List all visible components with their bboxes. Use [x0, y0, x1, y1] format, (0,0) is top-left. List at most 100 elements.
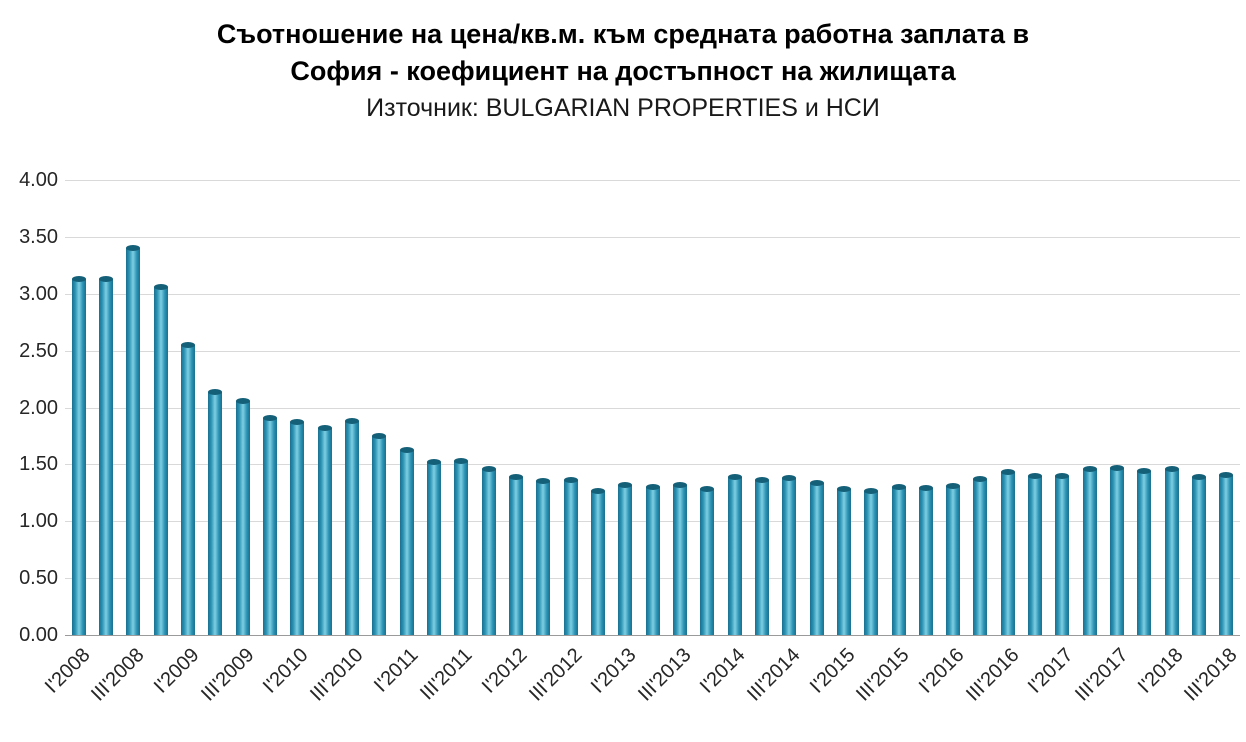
bar-slot	[120, 180, 147, 635]
y-axis-label: 0.50	[19, 567, 58, 590]
bar-slot	[92, 180, 119, 635]
bar	[1192, 473, 1207, 635]
gridline	[65, 350, 1240, 352]
chart-title-line1: Съотношение на цена/кв.м. към средната р…	[216, 19, 1030, 49]
bar-slot	[229, 180, 256, 635]
bar-slot	[1103, 180, 1130, 635]
bar-slot	[748, 180, 775, 635]
bar	[290, 419, 305, 635]
bar	[372, 432, 387, 635]
bar	[262, 414, 277, 635]
bar	[153, 283, 168, 635]
bar-slot	[530, 180, 557, 635]
bar-slot	[256, 180, 283, 635]
bar-slot	[776, 180, 803, 635]
bar	[481, 465, 496, 635]
bar	[344, 418, 359, 635]
bar-slot	[721, 180, 748, 635]
bar-slot	[502, 180, 529, 635]
bar	[454, 457, 469, 635]
bar	[563, 477, 578, 635]
bar	[1028, 472, 1043, 635]
bar-slot	[885, 180, 912, 635]
bar-slot	[584, 180, 611, 635]
bar-slot	[557, 180, 584, 635]
y-axis: 0.00 0.50 1.00 1.50 2.00 2.50 3.00 3.50 4.00	[0, 169, 58, 646]
bar-slot	[1158, 180, 1185, 635]
bar-slot	[1049, 180, 1076, 635]
bar-slot	[694, 180, 721, 635]
chart-subtitle: Източник: BULGARIAN PROPERTIES и НСИ	[366, 94, 880, 122]
gridline	[65, 464, 1240, 466]
y-axis-label: 0.00	[19, 624, 58, 646]
bar	[782, 475, 797, 635]
bar	[508, 473, 523, 635]
bar-slot	[967, 180, 994, 635]
bar	[973, 476, 988, 635]
bar	[399, 446, 414, 635]
bar-slot	[912, 180, 939, 635]
bar	[918, 485, 933, 635]
bar-slot	[284, 180, 311, 635]
gridline	[65, 236, 1240, 238]
bar-slot	[202, 180, 229, 635]
y-axis-label: 2.50	[19, 339, 58, 362]
bar-slot	[174, 180, 201, 635]
bar-series	[65, 180, 1240, 635]
bar-slot	[858, 180, 885, 635]
bar-slot	[475, 180, 502, 635]
bar	[1219, 471, 1234, 635]
y-axis-label: 2.00	[19, 396, 58, 419]
bar	[71, 275, 86, 635]
plot-area	[65, 180, 1240, 636]
bar-slot	[147, 180, 174, 635]
gridline	[65, 407, 1240, 409]
y-axis-label: 1.00	[19, 510, 58, 533]
bar	[426, 459, 441, 635]
bar-slot	[1131, 180, 1158, 635]
bar	[836, 486, 851, 635]
bar-slot	[1213, 180, 1240, 635]
bar	[645, 484, 660, 635]
y-axis-label: 4.00	[19, 169, 58, 191]
bar-slot	[366, 180, 393, 635]
bar	[317, 424, 332, 635]
bar-slot	[338, 180, 365, 635]
x-axis: I'2008 III'2008 I'2009 III'2009 I'2010 III'20…	[41, 636, 1242, 742]
bar	[98, 275, 113, 635]
chart-title-line2: София - коефициент на достъпност на жили…	[290, 56, 956, 86]
y-axis-label: 3.50	[19, 225, 58, 248]
bar	[1137, 468, 1152, 635]
bar	[946, 483, 961, 635]
bar	[590, 487, 605, 635]
bar	[809, 479, 824, 635]
bar-slot	[1185, 180, 1212, 635]
bar-slot	[994, 180, 1021, 635]
bar	[208, 388, 223, 635]
bar-slot	[420, 180, 447, 635]
bar-slot	[803, 180, 830, 635]
bar	[1164, 465, 1179, 635]
y-axis-label: 3.00	[19, 282, 58, 305]
bar-slot	[311, 180, 338, 635]
bar	[864, 487, 879, 635]
y-axis-label: 1.50	[19, 453, 58, 476]
gridline	[65, 293, 1240, 295]
bar	[1110, 464, 1125, 635]
bar	[126, 245, 141, 635]
bar	[618, 481, 633, 635]
gridline	[65, 180, 1240, 181]
bar-slot	[1021, 180, 1048, 635]
bar-slot	[940, 180, 967, 635]
chart-title-block: Съотношение на цена/кв.м. към средната р…	[0, 0, 1246, 126]
bar-slot	[393, 180, 420, 635]
bar	[536, 478, 551, 635]
bar-slot	[830, 180, 857, 635]
bar-slot	[612, 180, 639, 635]
bar	[672, 481, 687, 635]
bar-slot	[65, 180, 92, 635]
bar	[891, 484, 906, 635]
bar-slot	[1076, 180, 1103, 635]
bar-slot	[639, 180, 666, 635]
bar-slot	[666, 180, 693, 635]
